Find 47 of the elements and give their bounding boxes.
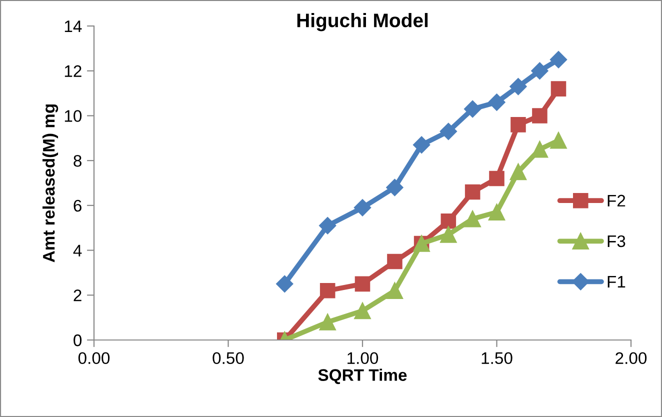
point bbox=[440, 122, 457, 140]
point bbox=[440, 226, 457, 243]
x-tick-label: 0.50 bbox=[212, 352, 244, 364]
point bbox=[510, 163, 527, 180]
y-tick-label: 4 bbox=[73, 244, 82, 256]
x-tick-label: 1.00 bbox=[348, 352, 378, 364]
y-tick-label: 14 bbox=[64, 20, 82, 32]
point bbox=[319, 217, 336, 234]
point bbox=[354, 302, 371, 320]
point bbox=[550, 51, 568, 68]
point bbox=[464, 184, 480, 200]
point bbox=[510, 117, 526, 132]
y-tick-label: 12 bbox=[64, 65, 82, 77]
point bbox=[550, 132, 567, 149]
x-tick-label: 2.00 bbox=[616, 352, 647, 364]
point bbox=[413, 136, 430, 154]
point bbox=[532, 108, 548, 124]
y-tick-label: 2 bbox=[74, 290, 82, 302]
point bbox=[510, 78, 527, 96]
point bbox=[488, 94, 506, 111]
point bbox=[440, 213, 456, 229]
y-tick-label: 6 bbox=[74, 200, 82, 212]
x-tick-label: 0.00 bbox=[78, 352, 110, 364]
point bbox=[464, 210, 481, 228]
y-tick-label: 10 bbox=[64, 110, 82, 122]
y-tick-label: 0 bbox=[74, 334, 82, 346]
point bbox=[488, 204, 506, 220]
point bbox=[354, 276, 370, 292]
point bbox=[387, 254, 402, 270]
x-tick-label: 1.50 bbox=[482, 352, 512, 364]
y-axis-title: Amt released(M) mg bbox=[42, 104, 58, 262]
point bbox=[386, 178, 404, 196]
point bbox=[489, 170, 504, 186]
point bbox=[320, 283, 336, 298]
point bbox=[276, 275, 294, 292]
x-axis-title: SQRT Time bbox=[318, 368, 407, 384]
point bbox=[319, 314, 336, 330]
point bbox=[464, 100, 482, 118]
y-tick-label: 8 bbox=[74, 154, 82, 167]
point bbox=[354, 199, 372, 216]
point bbox=[550, 81, 566, 96]
chart-title: Higuchi Model bbox=[297, 12, 428, 32]
point bbox=[531, 62, 548, 80]
legend-label: F3 bbox=[608, 235, 626, 248]
point bbox=[386, 282, 404, 299]
legend-label: F1 bbox=[608, 276, 626, 288]
legend-label: F2 bbox=[608, 194, 626, 206]
